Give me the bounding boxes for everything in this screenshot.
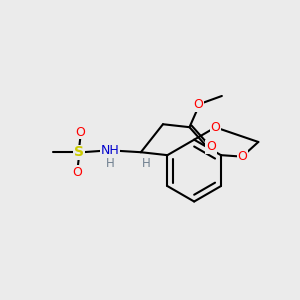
Text: O: O (73, 166, 82, 179)
Text: S: S (74, 145, 84, 159)
Text: O: O (194, 98, 203, 111)
Text: H: H (142, 157, 151, 170)
Text: O: O (206, 140, 216, 153)
Text: O: O (237, 150, 247, 163)
Text: O: O (76, 126, 85, 139)
Text: H: H (106, 157, 114, 169)
Text: NH: NH (100, 144, 119, 157)
Text: O: O (210, 121, 220, 134)
